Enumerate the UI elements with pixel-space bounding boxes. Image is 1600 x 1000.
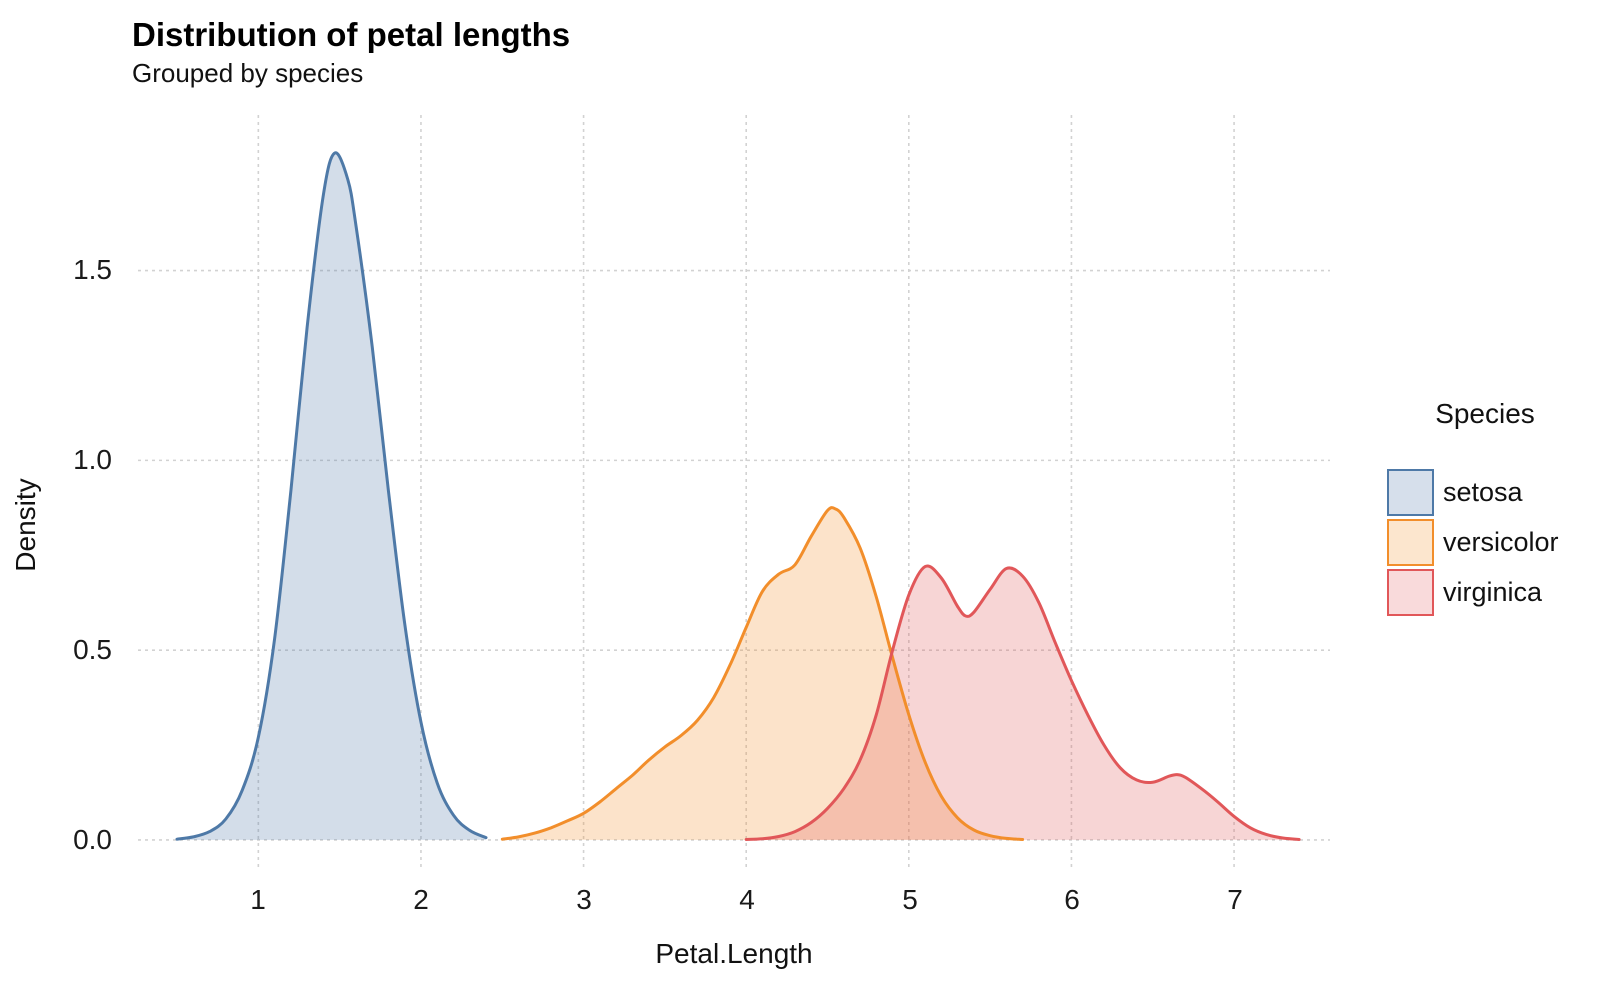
legend-key-virginica-swatch [1387,568,1434,616]
legend-label-setosa: setosa [1443,476,1523,507]
density-fill-setosa [177,152,486,840]
legend-item-setosa: setosa [1387,468,1583,516]
legend: Species setosa versicolor virginica [1387,398,1583,618]
legend-title: Species [1435,398,1535,429]
x-tick-label-5: 5 [902,884,918,915]
legend-key-setosa-swatch [1387,468,1434,516]
y-tick-label-0.0: 0.0 [73,824,112,855]
x-tick-label-2: 2 [413,884,429,915]
chart-subtitle: Grouped by species [132,58,364,88]
x-tick-label-1: 1 [250,884,266,915]
x-tick-label-3: 3 [576,884,592,915]
density-curve-versicolor [500,506,1025,841]
y-axis-title: Density [10,478,41,572]
x-axis-title: Petal.Length [655,938,813,969]
density-fill-versicolor [502,507,1023,840]
density-curve-virginica [744,564,1301,841]
legend-key-versicolor-swatch [1387,518,1434,566]
legend-label-virginica: virginica [1443,576,1543,607]
density-curve-setosa [175,151,488,841]
y-tick-label-1.0: 1.0 [73,444,112,475]
density-fill-virginica [746,566,1300,840]
legend-item-versicolor: versicolor [1387,518,1583,566]
x-tick-label-4: 4 [739,884,755,915]
chart-title: Distribution of petal lengths [132,16,571,53]
x-tick-label-6: 6 [1064,884,1080,915]
x-tick-label-7: 7 [1227,884,1243,915]
y-tick-label-0.5: 0.5 [73,634,112,665]
legend-label-versicolor: versicolor [1443,526,1559,557]
legend-item-virginica: virginica [1387,568,1583,616]
y-tick-label-1.5: 1.5 [73,254,112,285]
